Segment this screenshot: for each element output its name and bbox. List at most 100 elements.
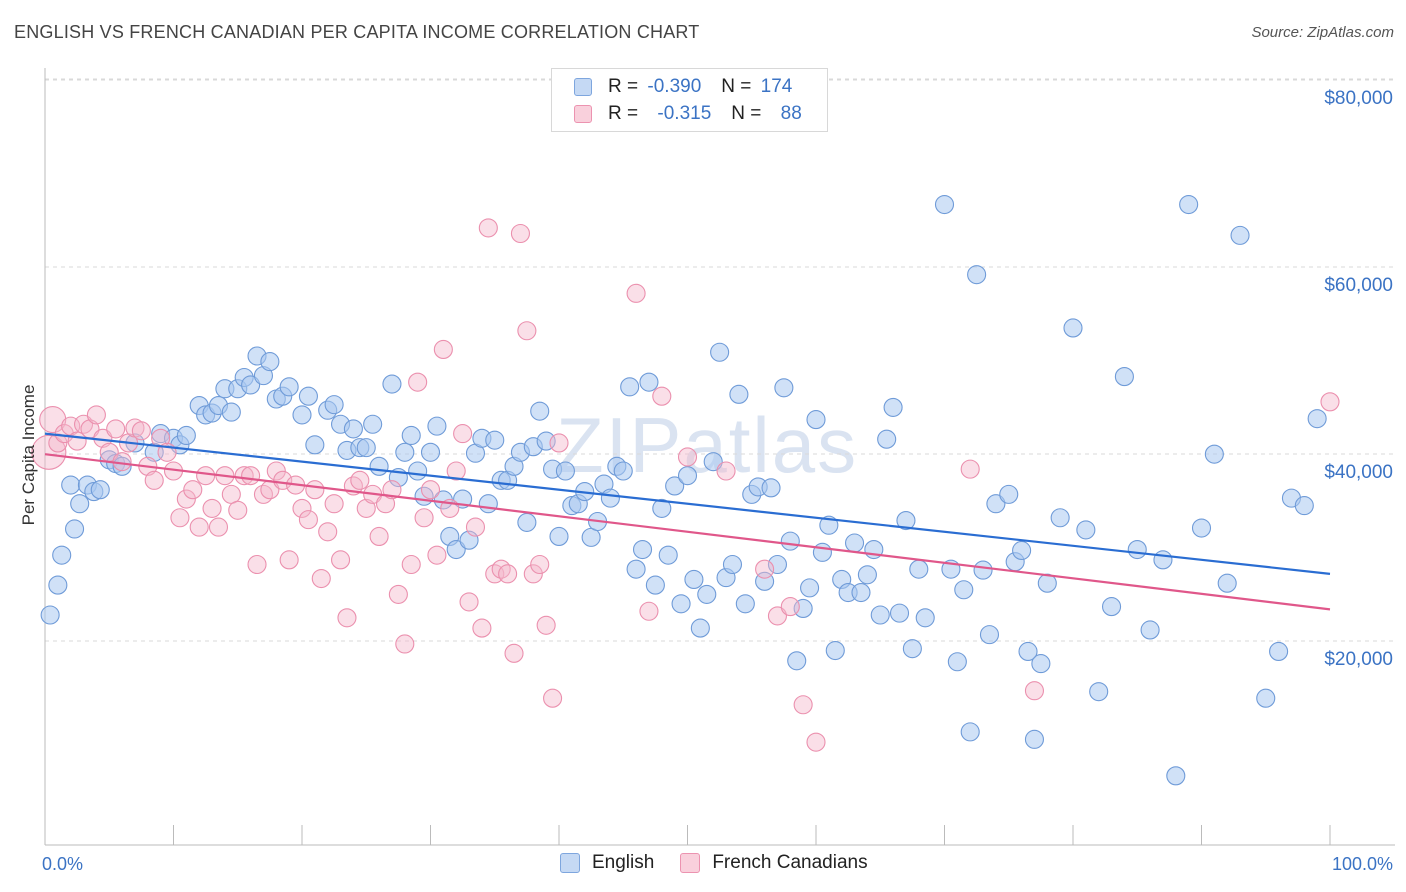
english-point	[954, 580, 974, 600]
english-point	[1179, 194, 1199, 215]
english-point	[857, 565, 877, 585]
english-point	[530, 401, 550, 421]
english-point	[356, 438, 376, 458]
legend-item-english[interactable]: English	[560, 852, 654, 874]
axis-layer	[44, 68, 1395, 846]
french-canadians-point	[453, 424, 473, 444]
english-point	[870, 605, 890, 625]
english-point	[555, 461, 575, 481]
english-point	[1166, 766, 1186, 786]
english-point	[902, 639, 922, 659]
english-point	[896, 511, 916, 531]
french-canadians-point	[408, 372, 428, 392]
english-point	[408, 461, 428, 481]
english-point	[305, 435, 325, 455]
english-point	[729, 384, 749, 404]
english-point	[967, 265, 987, 285]
english-point	[684, 569, 704, 590]
english-point	[652, 498, 672, 518]
english-point	[70, 494, 90, 514]
french-canadians-point	[183, 480, 203, 500]
french-canadians-point	[330, 550, 351, 570]
english-point	[800, 578, 820, 598]
english-point	[369, 456, 389, 476]
english-point	[973, 560, 993, 580]
english-point	[645, 575, 665, 595]
legend-item-french-canadians[interactable]: French Canadians	[680, 852, 868, 874]
french-canadians-point	[536, 615, 556, 635]
english-point	[1191, 518, 1212, 538]
english-point	[915, 608, 935, 628]
french-canadians-point	[388, 584, 408, 604]
correlation-legend: R = -0.390 N = 174 R = -0.315 N = 88	[551, 68, 828, 132]
french-canadians-point	[716, 461, 736, 481]
french-canadians-point	[446, 461, 466, 481]
english-point	[735, 594, 755, 614]
english-point	[1076, 520, 1096, 540]
french-canadians-point	[144, 470, 164, 490]
french-canadians-point	[472, 618, 492, 638]
english-point	[812, 542, 832, 562]
english-point	[1140, 620, 1160, 640]
french-canadians-point	[780, 597, 800, 617]
english-point	[1127, 539, 1147, 560]
points-layer	[31, 194, 1340, 786]
english-point	[690, 618, 710, 638]
french-canadians-point	[356, 498, 376, 518]
french-canadians-point	[305, 480, 325, 500]
n-label: N =	[721, 76, 752, 97]
french-canadians-point	[1024, 681, 1044, 701]
french-canadians-point	[652, 386, 672, 406]
english-point	[677, 466, 698, 486]
english-point	[581, 527, 601, 547]
french-canadians-point	[401, 554, 421, 575]
r-value: -0.315	[657, 103, 712, 124]
french-canadians-point	[176, 489, 196, 509]
english-point	[48, 575, 68, 595]
english-point	[825, 640, 845, 661]
french-canadians-point	[498, 564, 518, 584]
english-point	[517, 512, 537, 532]
english-point	[221, 402, 241, 422]
english-point	[65, 519, 85, 539]
french-canadians-point	[530, 554, 550, 575]
french-canadians-swatch	[574, 105, 592, 123]
french-canadians-trend-line	[44, 453, 1331, 611]
english-point	[703, 452, 723, 472]
french-canadians-point	[459, 592, 479, 612]
french-canadians-point	[465, 517, 486, 537]
english-point	[877, 429, 897, 449]
english-point	[1031, 654, 1051, 674]
english-point	[710, 342, 730, 362]
english-point	[761, 478, 781, 498]
french-canadians-point	[208, 517, 229, 537]
watermark-sub: atlas	[683, 401, 859, 489]
french-canadians-legend-label: French Canadians	[712, 852, 868, 873]
english-point	[363, 414, 383, 434]
english-point	[1114, 367, 1134, 387]
english-point	[343, 419, 363, 439]
english-point	[600, 488, 620, 508]
y-tick-label: $40,000	[1324, 462, 1393, 483]
english-point	[1063, 318, 1083, 338]
english-point	[292, 405, 312, 425]
french-canadians-point	[86, 405, 106, 425]
french-canadians-point	[382, 480, 402, 500]
english-point	[665, 476, 685, 496]
n-value: 174	[760, 76, 793, 97]
source-label: Source: ZipAtlas.com	[1251, 24, 1394, 41]
english-point	[947, 652, 967, 672]
english-trend-line	[44, 432, 1331, 575]
french-canadians-point	[228, 500, 248, 520]
english-legend-swatch	[560, 853, 580, 873]
french-canadians-point	[189, 517, 209, 537]
french-canadians-point	[247, 554, 267, 575]
english-point	[40, 605, 60, 625]
chart-title: ENGLISH VS FRENCH CANADIAN PER CAPITA IN…	[14, 22, 700, 42]
english-point	[324, 395, 344, 415]
english-point	[909, 559, 929, 579]
english-point	[889, 603, 910, 623]
english-point	[260, 352, 280, 372]
french-canadians-point	[273, 470, 293, 490]
english-point	[787, 651, 807, 671]
